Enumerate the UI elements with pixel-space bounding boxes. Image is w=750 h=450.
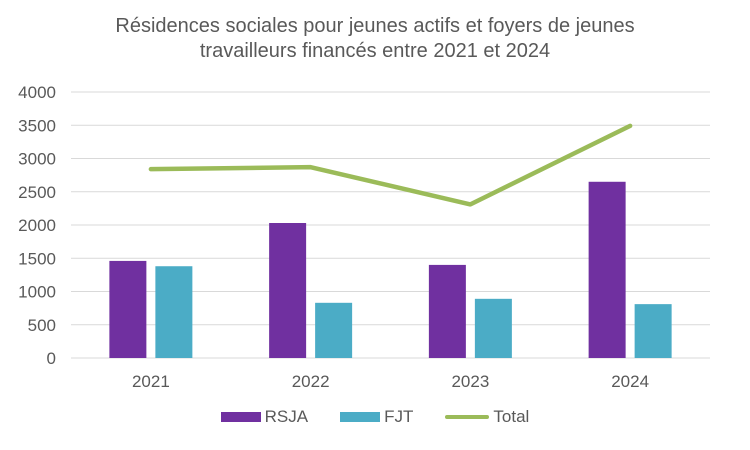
bars [109,181,672,358]
y-tick-label: 1000 [18,283,56,302]
chart-title: Résidences sociales pour jeunes actifs e… [0,14,750,64]
x-tick-label: 2021 [132,372,170,391]
bar-rsja-2022[interactable] [269,223,307,358]
bar-rsja-2024[interactable] [588,181,626,358]
bar-fjt-2022[interactable] [315,302,353,358]
x-axis-ticks: 2021 2022 2023 2024 [132,372,649,391]
bar-fjt-2024[interactable] [634,304,672,358]
x-tick-label: 2022 [292,372,330,391]
legend-item-fjt[interactable]: FJT [340,407,413,427]
y-tick-label: 2000 [18,216,56,235]
legend-swatch-fjt [340,412,381,422]
legend-swatch-rsja [220,412,261,422]
x-tick-label: 2024 [611,372,649,391]
bar-rsja-2023[interactable] [428,264,466,358]
chart-title-line-1: Résidences sociales pour jeunes actifs e… [115,15,635,37]
y-tick-label: 3000 [18,150,56,169]
x-tick-label: 2023 [451,372,489,391]
legend-label-rsja: RSJA [264,407,309,426]
legend-item-total[interactable]: Total [445,407,529,427]
bar-rsja-2021[interactable] [109,260,147,358]
y-tick-label: 4000 [18,83,56,102]
legend-label-fjt: FJT [384,407,414,426]
y-tick-label: 2500 [18,183,56,202]
y-axis-ticks: 0 500 1000 1500 2000 2500 3000 3500 4000 [18,83,56,368]
y-tick-label: 3500 [18,116,56,135]
y-tick-label: 500 [28,316,56,335]
legend-item-rsja[interactable]: RSJA [220,407,309,427]
total-line [148,123,633,207]
bar-fjt-2023[interactable] [474,298,512,358]
chart-title-line-2: travailleurs financés entre 2021 et 2024 [199,40,551,62]
y-tick-label: 0 [47,349,56,368]
legend-swatch-total [445,415,490,419]
line-total[interactable] [148,123,633,207]
y-tick-label: 1500 [18,249,56,268]
legend-label-total: Total [493,407,530,426]
legend: RSJA FJT Total [0,407,750,427]
bar-fjt-2021[interactable] [155,266,193,358]
